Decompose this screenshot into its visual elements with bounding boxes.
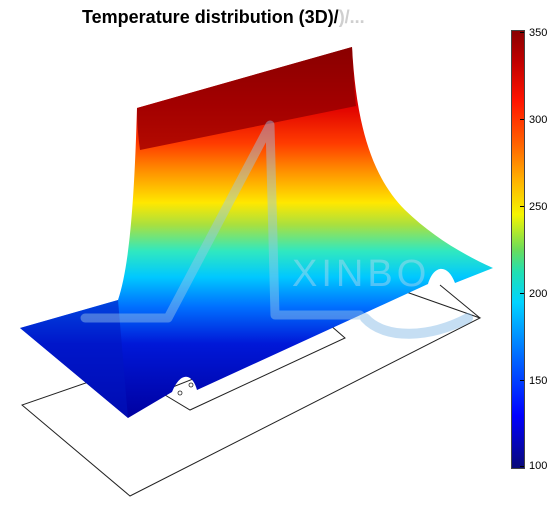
temperature-surface	[20, 47, 493, 418]
plot-title-main: Temperature distribution (3D)/	[82, 7, 339, 27]
colorbar-tick-mark	[520, 206, 524, 207]
temperature-surface-plot: XINBO	[20, 47, 493, 497]
plot-title: Temperature distribution (3D)/)/...	[82, 7, 365, 28]
colorbar-tick-label: 350	[529, 27, 548, 39]
hole-left	[177, 390, 183, 396]
colorbar-tick-mark	[520, 380, 524, 381]
colorbar-tick-label: 200	[529, 288, 548, 300]
left-flank	[20, 300, 128, 418]
hole-right	[188, 382, 194, 388]
colorbar-tick-mark	[520, 32, 524, 33]
colorbar-tick-label: 150	[529, 375, 548, 387]
colorbar	[511, 30, 525, 469]
plate-edge-right	[439, 284, 481, 319]
hot-plateau-top	[137, 47, 356, 150]
colorbar-tick-mark	[520, 466, 524, 467]
colorbar-tick-label: 300	[529, 114, 548, 126]
colorbar-tick-label: 250	[529, 201, 548, 213]
colorbar-tick-mark	[520, 119, 524, 120]
colorbar-tick-label: 100	[529, 460, 548, 472]
watermark-text: XINBO	[292, 253, 430, 295]
watermark: XINBO	[80, 120, 473, 339]
colorbar-tick-mark	[520, 293, 524, 294]
plot-title-faded: )/...	[338, 7, 365, 27]
